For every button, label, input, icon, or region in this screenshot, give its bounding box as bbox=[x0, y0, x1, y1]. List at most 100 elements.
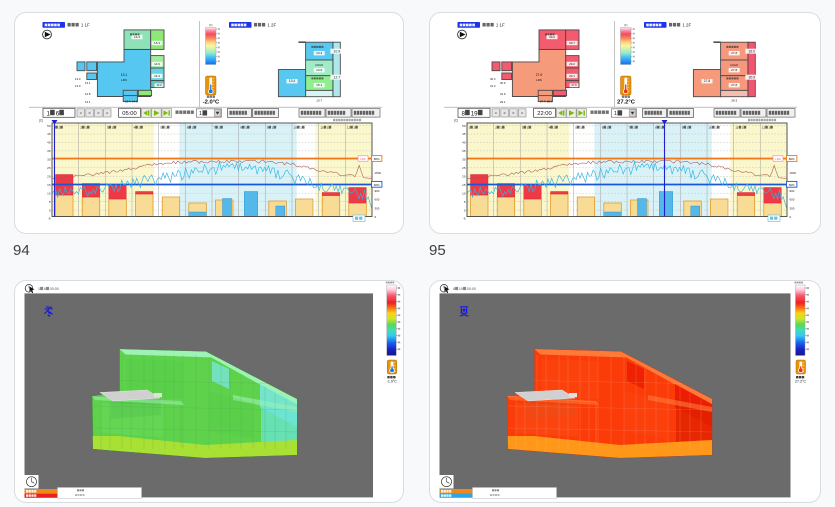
svg-text:13.7, 14.0: 13.7, 14.0 bbox=[125, 100, 138, 104]
svg-text:31.3: 31.3 bbox=[490, 84, 496, 88]
svg-text:13.1: 13.1 bbox=[85, 81, 91, 85]
svg-text:1: 1 bbox=[768, 125, 770, 129]
svg-text:LDK: LDK bbox=[360, 157, 366, 161]
svg-text:1500: 1500 bbox=[375, 171, 382, 175]
svg-text:CHILD: CHILD bbox=[730, 63, 738, 67]
svg-text:4: 4 bbox=[549, 125, 551, 129]
svg-text:3: 3 bbox=[107, 125, 109, 129]
svg-text:27.8: 27.8 bbox=[731, 83, 737, 87]
svg-text:12: 12 bbox=[762, 125, 766, 129]
svg-text:0: 0 bbox=[790, 215, 792, 219]
svg-text:80%: 80% bbox=[789, 157, 795, 161]
svg-text:1: 1 bbox=[633, 125, 635, 129]
svg-text:8: 8 bbox=[240, 125, 242, 129]
svg-text:1 1F: 1 1F bbox=[81, 23, 90, 28]
svg-text:35: 35 bbox=[47, 149, 51, 153]
svg-text:1: 1 bbox=[245, 125, 247, 129]
svg-text:80%: 80% bbox=[374, 157, 380, 161]
svg-text:28.3: 28.3 bbox=[731, 99, 737, 103]
svg-text:1: 1 bbox=[138, 125, 140, 129]
svg-text:»: » bbox=[521, 110, 524, 115]
svg-text:1: 1 bbox=[469, 125, 471, 129]
svg-text:13.3: 13.3 bbox=[316, 51, 322, 55]
svg-text:15: 15 bbox=[462, 183, 466, 187]
svg-text:27.8: 27.8 bbox=[704, 79, 711, 83]
svg-text:10.9: 10.9 bbox=[334, 50, 341, 54]
svg-text:1: 1 bbox=[272, 125, 274, 129]
svg-text:1: 1 bbox=[85, 125, 87, 129]
svg-text:20: 20 bbox=[462, 175, 466, 179]
svg-text:11: 11 bbox=[735, 125, 738, 129]
svg-text:>: > bbox=[97, 110, 100, 115]
svg-text:45: 45 bbox=[47, 132, 51, 136]
svg-text:19: 19 bbox=[459, 287, 463, 291]
svg-text:13.1: 13.1 bbox=[121, 73, 128, 77]
svg-text:50: 50 bbox=[47, 124, 51, 128]
svg-text:600: 600 bbox=[790, 198, 795, 202]
svg-text:29.2: 29.2 bbox=[569, 62, 575, 66]
svg-text:9: 9 bbox=[267, 125, 269, 129]
svg-text:600: 600 bbox=[375, 198, 380, 202]
svg-text:0: 0 bbox=[375, 215, 377, 219]
svg-text:1: 1 bbox=[58, 125, 60, 129]
svg-text:1: 1 bbox=[327, 125, 329, 129]
svg-text:(C): (C) bbox=[39, 119, 43, 123]
svg-text:6: 6 bbox=[56, 110, 60, 117]
svg-text:32.0: 32.0 bbox=[749, 50, 756, 54]
svg-text:14.3: 14.3 bbox=[134, 35, 140, 39]
svg-text:25: 25 bbox=[47, 166, 51, 170]
svg-text:27.2°C: 27.2°C bbox=[617, 100, 636, 106]
svg-text:5: 5 bbox=[160, 125, 162, 129]
svg-text:-5: -5 bbox=[463, 217, 466, 221]
svg-text:5: 5 bbox=[575, 125, 577, 129]
svg-text:15.1: 15.1 bbox=[316, 83, 322, 87]
svg-text:<: < bbox=[88, 110, 91, 115]
svg-text:31.9: 31.9 bbox=[500, 92, 506, 96]
svg-text:27.7, 28.0: 27.7, 28.0 bbox=[540, 100, 553, 104]
svg-text:14.9: 14.9 bbox=[154, 62, 160, 66]
svg-text:8: 8 bbox=[462, 110, 466, 117]
svg-text:1 2F: 1 2F bbox=[267, 23, 276, 28]
svg-text:14.6: 14.6 bbox=[316, 68, 322, 72]
svg-text:900: 900 bbox=[790, 189, 795, 193]
svg-text:27.2°C: 27.2°C bbox=[795, 380, 806, 384]
svg-text:1: 1 bbox=[614, 111, 617, 117]
svg-text:1: 1 bbox=[715, 125, 717, 129]
svg-text:-1.9°C: -1.9°C bbox=[387, 380, 398, 384]
svg-text:0: 0 bbox=[464, 208, 466, 212]
svg-text:900: 900 bbox=[375, 189, 380, 193]
svg-text:27.8: 27.8 bbox=[731, 68, 737, 72]
svg-text:6: 6 bbox=[187, 125, 189, 129]
svg-text:22:00: 22:00 bbox=[537, 111, 552, 117]
svg-text:-2.0°C: -2.0°C bbox=[203, 100, 220, 106]
svg-text:(C): (C) bbox=[209, 23, 213, 27]
svg-text:10: 10 bbox=[709, 125, 713, 129]
svg-text:00:00: 00:00 bbox=[50, 287, 59, 291]
svg-text:13.1: 13.1 bbox=[85, 100, 91, 104]
svg-text:00:00: 00:00 bbox=[467, 287, 476, 291]
svg-text:50: 50 bbox=[462, 124, 466, 128]
svg-text:30.7: 30.7 bbox=[569, 41, 575, 45]
svg-text:27.8: 27.8 bbox=[571, 83, 577, 87]
svg-text:0: 0 bbox=[49, 208, 51, 212]
svg-text:29.1: 29.1 bbox=[569, 74, 575, 78]
svg-text:20: 20 bbox=[47, 175, 51, 179]
svg-text:LDK: LDK bbox=[121, 78, 128, 82]
svg-text:27.8: 27.8 bbox=[731, 51, 737, 55]
svg-text:1: 1 bbox=[580, 125, 582, 129]
svg-text:30: 30 bbox=[47, 158, 51, 162]
svg-text:40: 40 bbox=[462, 141, 466, 145]
svg-text:300: 300 bbox=[375, 206, 380, 210]
svg-text:5: 5 bbox=[49, 200, 51, 204]
svg-text:13.4: 13.4 bbox=[289, 79, 296, 83]
svg-text:19: 19 bbox=[471, 110, 478, 117]
svg-text:1: 1 bbox=[192, 125, 194, 129]
svg-text:13.7: 13.7 bbox=[316, 99, 322, 103]
svg-text:05:00: 05:00 bbox=[122, 111, 137, 117]
svg-text:11: 11 bbox=[320, 125, 323, 129]
svg-text:1: 1 bbox=[742, 125, 744, 129]
svg-text:12.8: 12.8 bbox=[85, 92, 91, 96]
svg-text:»: » bbox=[106, 110, 109, 115]
svg-text:1500: 1500 bbox=[790, 171, 797, 175]
svg-text:30.2: 30.2 bbox=[549, 35, 555, 39]
